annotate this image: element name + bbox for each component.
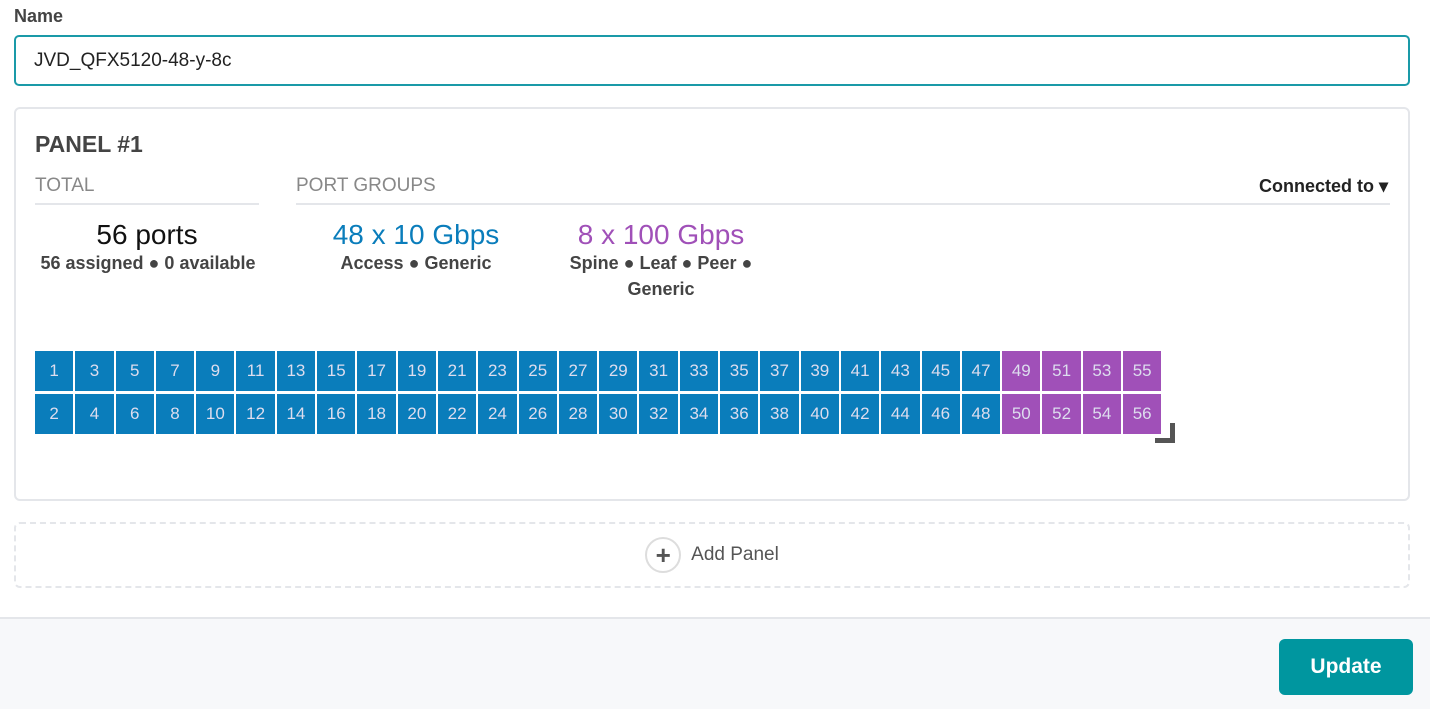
panel-1: PANEL #1 TOTAL PORT GROUPS Connected to … xyxy=(14,107,1410,501)
port-44[interactable]: 44 xyxy=(881,394,920,434)
port-39[interactable]: 39 xyxy=(800,351,839,391)
footer: Update xyxy=(0,617,1430,709)
port-5[interactable]: 5 xyxy=(115,351,154,391)
port-3[interactable]: 3 xyxy=(75,351,114,391)
port-56[interactable]: 56 xyxy=(1123,394,1162,434)
port-25[interactable]: 25 xyxy=(518,351,557,391)
group-1-roles: Access ● Generic xyxy=(340,253,492,273)
port-6[interactable]: 6 xyxy=(115,394,154,434)
port-15[interactable]: 15 xyxy=(317,351,356,391)
port-35[interactable]: 35 xyxy=(720,351,759,391)
port-49[interactable]: 49 xyxy=(1002,351,1041,391)
port-29[interactable]: 29 xyxy=(599,351,638,391)
port-41[interactable]: 41 xyxy=(840,351,880,391)
port-19[interactable]: 19 xyxy=(397,351,436,391)
port-36[interactable]: 36 xyxy=(720,394,759,434)
port-43[interactable]: 43 xyxy=(881,351,920,391)
port-42[interactable]: 42 xyxy=(840,394,880,434)
port-22[interactable]: 22 xyxy=(437,394,477,434)
port-grid: 1 2 3 4 5 6 7 8 9 10 11 12 13 14 15 16 17 18 19 20 21 22 23 24 2… xyxy=(35,351,1162,434)
resize-handle-icon[interactable] xyxy=(1155,423,1175,443)
port-groups-header: PORT GROUPS xyxy=(296,175,1390,205)
name-input[interactable] xyxy=(14,35,1410,86)
group-2-roles: Spine ● Leaf ● Peer ● Generic xyxy=(569,253,753,299)
port-16[interactable]: 16 xyxy=(317,394,356,434)
port-2[interactable]: 2 xyxy=(35,394,74,434)
port-14[interactable]: 14 xyxy=(276,394,316,434)
port-10[interactable]: 10 xyxy=(196,394,235,434)
port-52[interactable]: 52 xyxy=(1042,394,1081,434)
port-9[interactable]: 9 xyxy=(196,351,235,391)
port-8[interactable]: 8 xyxy=(155,394,195,434)
panel-title: PANEL #1 xyxy=(35,131,143,157)
port-48[interactable]: 48 xyxy=(961,394,1001,434)
port-18[interactable]: 18 xyxy=(357,394,396,434)
port-13[interactable]: 13 xyxy=(276,351,316,391)
port-7[interactable]: 7 xyxy=(155,351,195,391)
port-28[interactable]: 28 xyxy=(558,394,598,434)
group-1-speed: 48 x 10 Gbps xyxy=(332,219,500,250)
port-1[interactable]: 1 xyxy=(35,351,74,391)
port-38[interactable]: 38 xyxy=(760,394,799,434)
port-27[interactable]: 27 xyxy=(558,351,598,391)
port-31[interactable]: 31 xyxy=(639,351,678,391)
port-20[interactable]: 20 xyxy=(397,394,436,434)
port-21[interactable]: 21 xyxy=(437,351,477,391)
port-26[interactable]: 26 xyxy=(518,394,557,434)
total-header: TOTAL xyxy=(35,175,259,205)
connected-to-dropdown[interactable]: Connected to ▾ xyxy=(1258,176,1388,196)
group-2-speed: 8 x 100 Gbps xyxy=(577,219,745,250)
plus-icon: + xyxy=(645,537,682,573)
total-detail: 56 assigned ● 0 available xyxy=(40,253,256,273)
port-34[interactable]: 34 xyxy=(679,394,719,434)
port-46[interactable]: 46 xyxy=(921,394,960,434)
port-32[interactable]: 32 xyxy=(639,394,678,434)
update-button[interactable]: Update xyxy=(1279,639,1413,695)
port-30[interactable]: 30 xyxy=(599,394,638,434)
port-45[interactable]: 45 xyxy=(921,351,960,391)
port-23[interactable]: 23 xyxy=(478,351,517,391)
port-33[interactable]: 33 xyxy=(679,351,719,391)
port-54[interactable]: 54 xyxy=(1082,394,1122,434)
port-4[interactable]: 4 xyxy=(75,394,114,434)
port-51[interactable]: 51 xyxy=(1042,351,1081,391)
port-47[interactable]: 47 xyxy=(961,351,1001,391)
port-55[interactable]: 55 xyxy=(1123,351,1162,391)
name-label: Name xyxy=(14,6,64,26)
add-panel-button[interactable]: + Add Panel xyxy=(14,522,1410,588)
port-24[interactable]: 24 xyxy=(478,394,517,434)
port-12[interactable]: 12 xyxy=(236,394,275,434)
add-panel-label: Add Panel xyxy=(691,544,779,565)
port-37[interactable]: 37 xyxy=(760,351,799,391)
total-ports: 56 ports xyxy=(96,219,198,250)
port-11[interactable]: 11 xyxy=(236,351,275,391)
port-17[interactable]: 17 xyxy=(357,351,396,391)
port-40[interactable]: 40 xyxy=(800,394,839,434)
port-50[interactable]: 50 xyxy=(1002,394,1041,434)
port-53[interactable]: 53 xyxy=(1082,351,1122,391)
